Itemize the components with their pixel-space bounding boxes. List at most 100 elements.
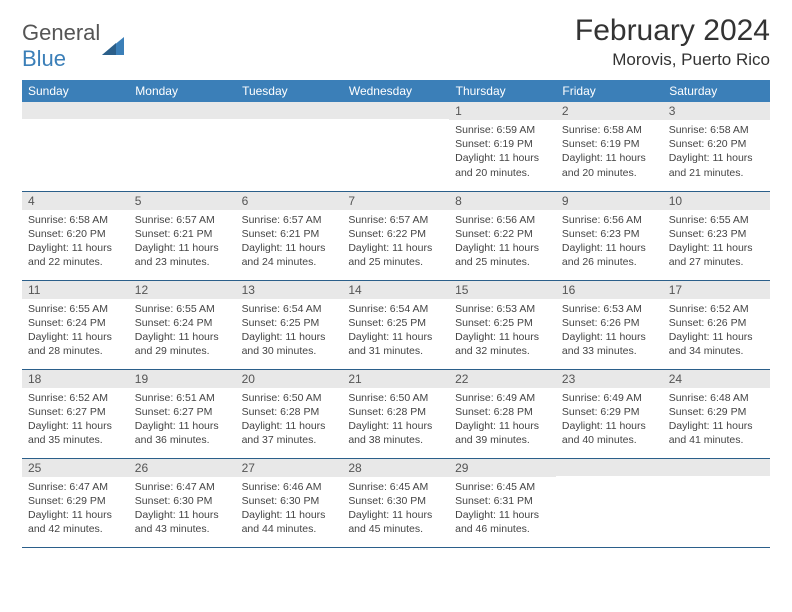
logo: General Blue <box>22 20 124 72</box>
day-content: Sunrise: 6:55 AMSunset: 6:24 PMDaylight:… <box>129 299 236 361</box>
calendar-table: SundayMondayTuesdayWednesdayThursdayFrid… <box>22 80 770 548</box>
day-number: 6 <box>236 192 343 210</box>
calendar-day-cell: 5Sunrise: 6:57 AMSunset: 6:21 PMDaylight… <box>129 191 236 280</box>
day-content: Sunrise: 6:54 AMSunset: 6:25 PMDaylight:… <box>236 299 343 361</box>
day-content: Sunrise: 6:52 AMSunset: 6:27 PMDaylight:… <box>22 388 129 450</box>
calendar-day-cell <box>663 458 770 547</box>
calendar-day-cell <box>556 458 663 547</box>
calendar-day-cell: 13Sunrise: 6:54 AMSunset: 6:25 PMDayligh… <box>236 280 343 369</box>
calendar-day-cell: 29Sunrise: 6:45 AMSunset: 6:31 PMDayligh… <box>449 458 556 547</box>
day-number: 14 <box>342 281 449 299</box>
day-number: 5 <box>129 192 236 210</box>
calendar-day-cell: 10Sunrise: 6:55 AMSunset: 6:23 PMDayligh… <box>663 191 770 280</box>
month-title: February 2024 <box>575 14 770 48</box>
weekday-header: Monday <box>129 80 236 102</box>
day-content: Sunrise: 6:58 AMSunset: 6:19 PMDaylight:… <box>556 120 663 182</box>
day-number: 24 <box>663 370 770 388</box>
calendar-day-cell: 21Sunrise: 6:50 AMSunset: 6:28 PMDayligh… <box>342 369 449 458</box>
logo-text-blue: Blue <box>22 46 66 71</box>
day-content: Sunrise: 6:58 AMSunset: 6:20 PMDaylight:… <box>22 210 129 272</box>
logo-text: General Blue <box>22 20 100 72</box>
calendar-day-cell <box>342 102 449 191</box>
day-content: Sunrise: 6:56 AMSunset: 6:23 PMDaylight:… <box>556 210 663 272</box>
weekday-header: Thursday <box>449 80 556 102</box>
day-number: 11 <box>22 281 129 299</box>
calendar-day-cell <box>129 102 236 191</box>
day-number: 28 <box>342 459 449 477</box>
calendar-day-cell: 25Sunrise: 6:47 AMSunset: 6:29 PMDayligh… <box>22 458 129 547</box>
day-content: Sunrise: 6:49 AMSunset: 6:28 PMDaylight:… <box>449 388 556 450</box>
day-number: 15 <box>449 281 556 299</box>
day-content: Sunrise: 6:47 AMSunset: 6:30 PMDaylight:… <box>129 477 236 539</box>
calendar-day-cell: 23Sunrise: 6:49 AMSunset: 6:29 PMDayligh… <box>556 369 663 458</box>
calendar-day-cell: 26Sunrise: 6:47 AMSunset: 6:30 PMDayligh… <box>129 458 236 547</box>
day-number: 20 <box>236 370 343 388</box>
day-content: Sunrise: 6:50 AMSunset: 6:28 PMDaylight:… <box>236 388 343 450</box>
calendar-day-cell <box>236 102 343 191</box>
calendar-day-cell: 2Sunrise: 6:58 AMSunset: 6:19 PMDaylight… <box>556 102 663 191</box>
calendar-day-cell: 20Sunrise: 6:50 AMSunset: 6:28 PMDayligh… <box>236 369 343 458</box>
day-content: Sunrise: 6:51 AMSunset: 6:27 PMDaylight:… <box>129 388 236 450</box>
day-number: 8 <box>449 192 556 210</box>
calendar-day-cell: 18Sunrise: 6:52 AMSunset: 6:27 PMDayligh… <box>22 369 129 458</box>
day-number: 19 <box>129 370 236 388</box>
day-number: 1 <box>449 102 556 120</box>
day-content: Sunrise: 6:58 AMSunset: 6:20 PMDaylight:… <box>663 120 770 182</box>
empty-day-header <box>236 102 343 119</box>
calendar-week-row: 25Sunrise: 6:47 AMSunset: 6:29 PMDayligh… <box>22 458 770 547</box>
day-number: 16 <box>556 281 663 299</box>
calendar-day-cell: 4Sunrise: 6:58 AMSunset: 6:20 PMDaylight… <box>22 191 129 280</box>
calendar-day-cell: 27Sunrise: 6:46 AMSunset: 6:30 PMDayligh… <box>236 458 343 547</box>
day-content: Sunrise: 6:57 AMSunset: 6:22 PMDaylight:… <box>342 210 449 272</box>
calendar-day-cell: 22Sunrise: 6:49 AMSunset: 6:28 PMDayligh… <box>449 369 556 458</box>
calendar-week-row: 4Sunrise: 6:58 AMSunset: 6:20 PMDaylight… <box>22 191 770 280</box>
calendar-header-row: SundayMondayTuesdayWednesdayThursdayFrid… <box>22 80 770 102</box>
day-number: 10 <box>663 192 770 210</box>
calendar-day-cell: 1Sunrise: 6:59 AMSunset: 6:19 PMDaylight… <box>449 102 556 191</box>
calendar-day-cell: 28Sunrise: 6:45 AMSunset: 6:30 PMDayligh… <box>342 458 449 547</box>
day-number: 23 <box>556 370 663 388</box>
day-number: 9 <box>556 192 663 210</box>
day-content: Sunrise: 6:55 AMSunset: 6:24 PMDaylight:… <box>22 299 129 361</box>
empty-day-header <box>556 459 663 476</box>
day-content: Sunrise: 6:48 AMSunset: 6:29 PMDaylight:… <box>663 388 770 450</box>
title-block: February 2024 Morovis, Puerto Rico <box>575 14 770 70</box>
day-content: Sunrise: 6:54 AMSunset: 6:25 PMDaylight:… <box>342 299 449 361</box>
calendar-body: 1Sunrise: 6:59 AMSunset: 6:19 PMDaylight… <box>22 102 770 547</box>
day-content: Sunrise: 6:52 AMSunset: 6:26 PMDaylight:… <box>663 299 770 361</box>
calendar-day-cell: 12Sunrise: 6:55 AMSunset: 6:24 PMDayligh… <box>129 280 236 369</box>
day-number: 26 <box>129 459 236 477</box>
calendar-day-cell: 11Sunrise: 6:55 AMSunset: 6:24 PMDayligh… <box>22 280 129 369</box>
logo-text-general: General <box>22 20 100 45</box>
weekday-header: Saturday <box>663 80 770 102</box>
day-content: Sunrise: 6:56 AMSunset: 6:22 PMDaylight:… <box>449 210 556 272</box>
calendar-day-cell: 8Sunrise: 6:56 AMSunset: 6:22 PMDaylight… <box>449 191 556 280</box>
day-number: 29 <box>449 459 556 477</box>
day-content: Sunrise: 6:57 AMSunset: 6:21 PMDaylight:… <box>129 210 236 272</box>
day-content: Sunrise: 6:57 AMSunset: 6:21 PMDaylight:… <box>236 210 343 272</box>
day-content: Sunrise: 6:53 AMSunset: 6:25 PMDaylight:… <box>449 299 556 361</box>
day-number: 3 <box>663 102 770 120</box>
day-content: Sunrise: 6:46 AMSunset: 6:30 PMDaylight:… <box>236 477 343 539</box>
weekday-header: Friday <box>556 80 663 102</box>
calendar-day-cell: 3Sunrise: 6:58 AMSunset: 6:20 PMDaylight… <box>663 102 770 191</box>
empty-day-header <box>342 102 449 119</box>
day-content: Sunrise: 6:47 AMSunset: 6:29 PMDaylight:… <box>22 477 129 539</box>
day-number: 13 <box>236 281 343 299</box>
day-content: Sunrise: 6:50 AMSunset: 6:28 PMDaylight:… <box>342 388 449 450</box>
calendar-day-cell: 6Sunrise: 6:57 AMSunset: 6:21 PMDaylight… <box>236 191 343 280</box>
calendar-day-cell: 16Sunrise: 6:53 AMSunset: 6:26 PMDayligh… <box>556 280 663 369</box>
logo-triangle-icon <box>102 37 124 55</box>
calendar-week-row: 11Sunrise: 6:55 AMSunset: 6:24 PMDayligh… <box>22 280 770 369</box>
day-number: 12 <box>129 281 236 299</box>
day-content: Sunrise: 6:45 AMSunset: 6:30 PMDaylight:… <box>342 477 449 539</box>
day-number: 4 <box>22 192 129 210</box>
day-content: Sunrise: 6:45 AMSunset: 6:31 PMDaylight:… <box>449 477 556 539</box>
day-number: 17 <box>663 281 770 299</box>
day-number: 18 <box>22 370 129 388</box>
day-number: 27 <box>236 459 343 477</box>
weekday-header: Sunday <box>22 80 129 102</box>
weekday-header: Tuesday <box>236 80 343 102</box>
day-content: Sunrise: 6:53 AMSunset: 6:26 PMDaylight:… <box>556 299 663 361</box>
header: General Blue February 2024 Morovis, Puer… <box>22 14 770 72</box>
